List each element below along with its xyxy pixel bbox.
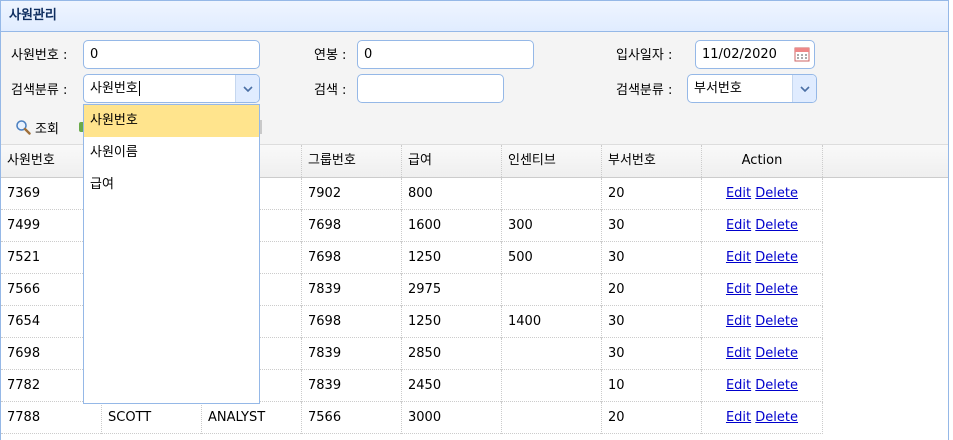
cell-salary: 3000 <box>402 402 502 434</box>
cell-salary: 1600 <box>402 210 502 242</box>
cell-action: Edit Delete <box>702 210 823 242</box>
cell-incentive: 500 <box>502 242 602 274</box>
search-input[interactable] <box>357 74 504 103</box>
cell-incentive <box>502 402 602 434</box>
cell-group-no: 7902 <box>302 178 402 210</box>
col-header-group-no[interactable]: 그룹번호 <box>302 145 402 177</box>
edit-link[interactable]: Edit <box>725 250 752 265</box>
search-category-value: 사원번호 <box>90 81 138 96</box>
cell-salary: 2975 <box>402 274 502 306</box>
cell-salary: 1250 <box>402 242 502 274</box>
cell-salary: 2850 <box>402 338 502 370</box>
cell-action: Edit Delete <box>702 274 823 306</box>
cell-group-no: 7698 <box>302 210 402 242</box>
dropdown-option-emp-name[interactable]: 사원이름 <box>90 145 138 160</box>
cell-dept-no: 20 <box>602 402 702 434</box>
delete-link[interactable]: Delete <box>755 346 799 361</box>
delete-link[interactable]: Delete <box>755 314 799 329</box>
col-header-job[interactable] <box>202 145 302 177</box>
search-category2-label: 검색분류 : <box>616 83 673 98</box>
dropdown-option-salary[interactable]: 급여 <box>90 177 114 192</box>
cell-dept-no: 30 <box>602 210 702 242</box>
panel-title: 사원관리 <box>1 1 948 32</box>
edit-link[interactable]: Edit <box>725 410 752 425</box>
search-button-label: 조회 <box>35 121 59 137</box>
table-row[interactable]: 7369 7902 800 20 Edit Delete <box>1 178 823 210</box>
search-label: 검색 : <box>314 83 347 98</box>
edit-link[interactable]: Edit <box>725 218 752 233</box>
cell-incentive <box>502 338 602 370</box>
cell-incentive <box>502 178 602 210</box>
cell-salary: 1250 <box>402 306 502 338</box>
col-header-incentive[interactable]: 인센티브 <box>502 145 602 177</box>
delete-link[interactable]: Delete <box>755 282 799 297</box>
table-row[interactable]: 7788 SCOTT ANALYST 7566 3000 20 Edit Delete <box>1 402 823 434</box>
cell-group-no: 7839 <box>302 338 402 370</box>
cell-group-no: 7566 <box>302 402 402 434</box>
cell-group-no: 7698 <box>302 306 402 338</box>
edit-link[interactable]: Edit <box>725 282 752 297</box>
emp-no-input[interactable]: 0 <box>83 40 260 69</box>
cell-incentive <box>502 370 602 402</box>
emp-no-label: 사원번호 : <box>11 48 68 63</box>
hire-date-value: 11/02/2020 <box>702 47 777 62</box>
cell-incentive: 300 <box>502 210 602 242</box>
cell-emp-no: 7788 <box>1 402 102 434</box>
cell-dept-no: 30 <box>602 306 702 338</box>
cell-dept-no: 10 <box>602 370 702 402</box>
salary-label: 연봉 : <box>314 48 347 63</box>
cell-group-no: 7839 <box>302 274 402 306</box>
cell-action: Edit Delete <box>702 242 823 274</box>
table-row[interactable]: 7782ER7839245010Edit Delete <box>1 370 823 402</box>
table-row[interactable]: 7521MAN7698125050030Edit Delete <box>1 242 823 274</box>
edit-link[interactable]: Edit <box>725 346 752 361</box>
delete-link[interactable]: Delete <box>755 410 799 425</box>
hire-date-input[interactable]: 11/02/2020 <box>695 40 815 69</box>
cell-job <box>202 178 302 210</box>
dropdown-option-emp-no[interactable]: 사원번호 <box>84 105 259 137</box>
hire-date-label: 입사일자 : <box>616 48 673 63</box>
search-category-dropdown: 사원번호 사원이름 급여 <box>83 104 260 404</box>
edit-link[interactable]: Edit <box>725 378 752 393</box>
search-button[interactable]: 조회 <box>15 116 59 138</box>
cell-dept-no: 30 <box>602 242 702 274</box>
cell-action: Edit Delete <box>702 338 823 370</box>
search-icon <box>16 120 31 135</box>
delete-link[interactable]: Delete <box>755 378 799 393</box>
cell-salary: 800 <box>402 178 502 210</box>
cell-action: Edit Delete <box>702 178 823 210</box>
cell-group-no: 7839 <box>302 370 402 402</box>
search-category-label: 검색분류 : <box>11 83 68 98</box>
delete-link[interactable]: Delete <box>755 186 799 201</box>
cell-dept-no: 20 <box>602 274 702 306</box>
delete-link[interactable]: Delete <box>755 250 799 265</box>
col-header-dept-no[interactable]: 부서번호 <box>602 145 702 177</box>
cell-dept-no: 20 <box>602 178 702 210</box>
cell-action: Edit Delete <box>702 370 823 402</box>
search-category-combo[interactable]: 사원번호 <box>83 74 260 103</box>
col-header-action[interactable]: Action <box>702 145 823 177</box>
cell-dept-no: 30 <box>602 338 702 370</box>
calendar-icon[interactable] <box>794 46 810 62</box>
delete-link[interactable]: Delete <box>755 218 799 233</box>
cell-action: Edit Delete <box>702 402 823 434</box>
search-category2-combo[interactable]: 부서번호 <box>687 74 817 103</box>
cell-group-no: 7698 <box>302 242 402 274</box>
cell-incentive <box>502 274 602 306</box>
edit-link[interactable]: Edit <box>725 186 752 201</box>
chevron-down-icon[interactable] <box>235 75 259 102</box>
cell-incentive: 1400 <box>502 306 602 338</box>
cell-action: Edit Delete <box>702 306 823 338</box>
cell-emp-name: SCOTT <box>102 402 202 434</box>
toolbar-separator <box>259 120 262 134</box>
cell-salary: 2450 <box>402 370 502 402</box>
chevron-down-icon[interactable] <box>792 75 816 102</box>
col-header-salary[interactable]: 급여 <box>402 145 502 177</box>
salary-input[interactable]: 0 <box>357 40 534 69</box>
edit-link[interactable]: Edit <box>725 314 752 329</box>
search-category2-value: 부서번호 <box>694 81 742 96</box>
cell-job: ANALYST <box>202 402 302 434</box>
